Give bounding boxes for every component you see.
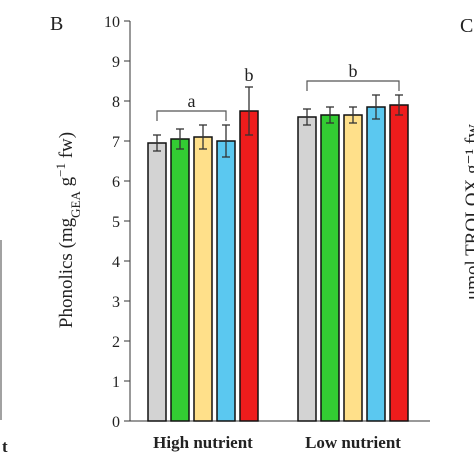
y-tick-label: 0	[112, 414, 120, 431]
error-bar	[222, 124, 230, 158]
y-tick-label: 4	[112, 254, 120, 271]
error-bar	[245, 86, 253, 136]
annotation: a	[188, 91, 196, 111]
error-bar	[372, 94, 380, 120]
y-axis-label-part: g	[56, 176, 77, 191]
bar	[389, 104, 409, 422]
y-axis-label-part: fw)	[56, 132, 77, 163]
error-bar	[176, 128, 184, 150]
panel-label: B	[50, 13, 63, 35]
bar	[170, 138, 190, 422]
y-tick-label: 3	[112, 294, 120, 311]
y-axis-label-part: −1	[53, 163, 68, 177]
error-bar	[303, 108, 311, 126]
x-tick-label: High nutrient	[153, 433, 253, 452]
y-tick-label: 1	[112, 374, 120, 391]
x-tick-label: Low nutrient	[305, 433, 401, 452]
y-tick-label: 9	[112, 54, 120, 71]
error-bar	[395, 94, 403, 116]
error-bar	[326, 106, 334, 124]
panel-fragment: C	[460, 15, 473, 37]
error-bar	[199, 124, 207, 150]
bracket	[156, 110, 227, 121]
y-tick-label: 2	[112, 334, 120, 351]
bar	[216, 140, 236, 422]
y-axis-label: Phonolics (mgGEA g−1 fw)	[53, 132, 83, 328]
bar	[193, 136, 213, 422]
bracket	[306, 80, 400, 91]
bar	[320, 114, 340, 422]
bar	[147, 142, 167, 422]
y-axis-label-part: Phonolics (mg	[56, 217, 77, 328]
error-bar	[349, 106, 357, 124]
axis-label-fragment: μmol TROLOX g⁻¹ fw	[462, 124, 474, 300]
y-tick-label: 8	[112, 94, 120, 111]
bar	[366, 106, 386, 422]
annotation: b	[349, 61, 358, 81]
y-tick-label: 6	[112, 174, 120, 191]
y-tick-label: 5	[112, 214, 120, 231]
y-tick-label: 7	[112, 134, 120, 151]
error-bar	[153, 134, 161, 152]
bar	[239, 110, 259, 422]
y-tick-label: 10	[104, 14, 120, 31]
bar	[343, 114, 363, 422]
label-fragment: t	[2, 437, 8, 456]
annotation: b	[245, 65, 254, 85]
y-axis-label-part: GEA	[68, 190, 83, 217]
bar	[297, 116, 317, 422]
